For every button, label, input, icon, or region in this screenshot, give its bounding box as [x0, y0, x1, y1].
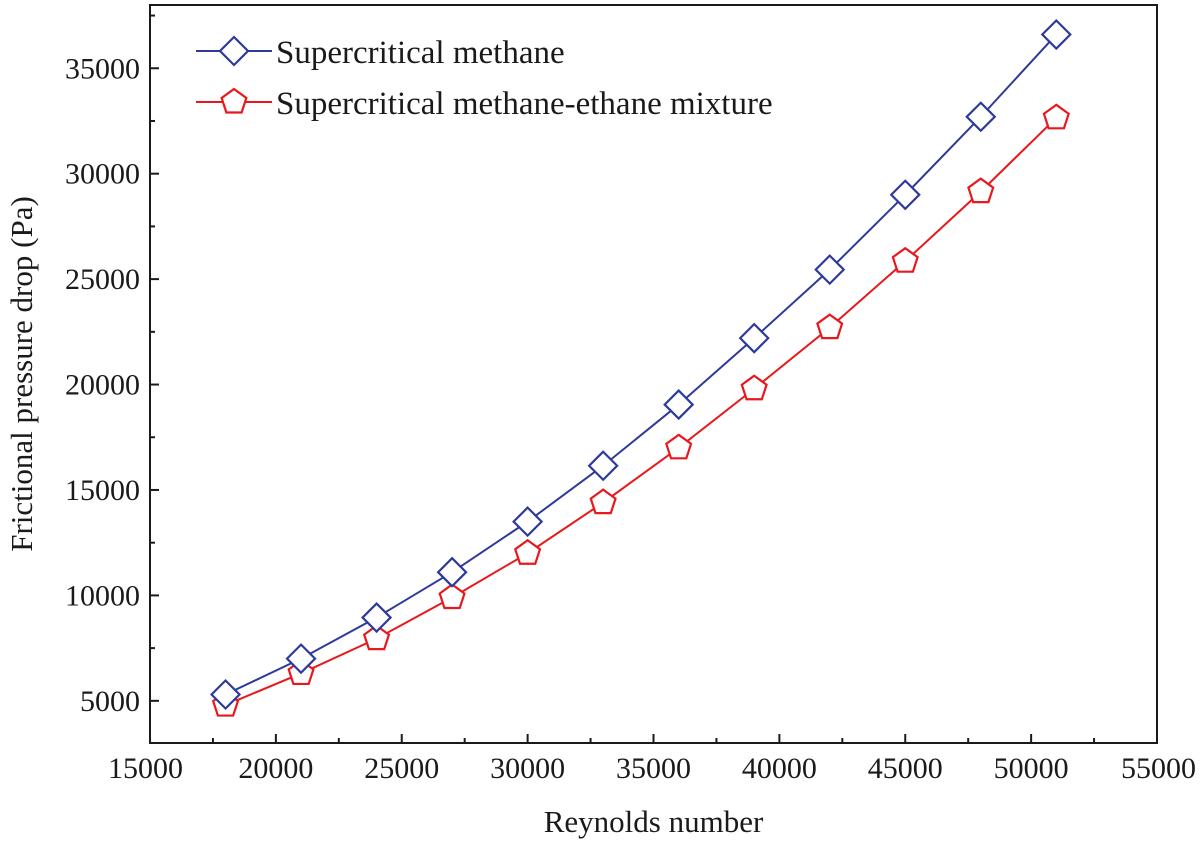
data-point [362, 624, 391, 651]
x-tick-label: 30000 [490, 752, 565, 785]
y-tick-label: 30000 [65, 158, 140, 191]
data-point [891, 246, 919, 273]
data-point [738, 322, 770, 354]
y-tick-label: 25000 [65, 263, 140, 296]
data-point [589, 488, 617, 515]
y-tick-label: 10000 [65, 579, 140, 612]
x-tick-label: 25000 [364, 752, 439, 785]
x-axis-ticks: 15000 20000 25000 30000 35000 40000 45000 50000… [108, 734, 1196, 785]
legend-label: Supercritical methane [276, 35, 565, 71]
series-line [225, 33, 1058, 696]
x-tick-label: 15000 [108, 752, 183, 785]
data-point [889, 179, 921, 211]
x-tick-label: 35000 [616, 752, 691, 785]
data-point [665, 433, 693, 460]
data-point [814, 254, 846, 286]
legend-swatch-marker [220, 87, 248, 114]
legend: Supercritical methane Supercritical metha… [196, 35, 773, 122]
legend-item: Supercritical methane-ethane mixture [196, 86, 773, 122]
x-tick-label: 55000 [1121, 752, 1196, 785]
data-point [361, 601, 393, 634]
data-point [438, 583, 466, 610]
x-tick-label: 40000 [742, 752, 817, 785]
series-layer [209, 18, 1072, 717]
y-axis-title: Frictional pressure drop (Pa) [4, 196, 39, 552]
data-point [209, 678, 242, 711]
data-point [816, 313, 844, 340]
data-point [1042, 103, 1070, 130]
y-tick-label: 35000 [65, 52, 140, 85]
data-point [967, 177, 995, 204]
data-point [285, 643, 317, 675]
series-line [225, 117, 1057, 706]
data-point [513, 538, 542, 565]
data-point [587, 450, 619, 482]
data-point [663, 389, 695, 421]
x-tick-label: 50000 [994, 752, 1069, 785]
data-point [1040, 18, 1072, 51]
legend-label: Supercritical methane-ethane mixture [276, 86, 773, 122]
x-tick-label: 20000 [238, 752, 313, 785]
y-tick-label: 20000 [65, 369, 140, 402]
legend-item: Supercritical methane [196, 35, 565, 71]
series-mixture [211, 103, 1070, 717]
x-axis-title: Reynolds number [544, 804, 764, 839]
data-point [512, 506, 544, 538]
legend-swatch-marker [218, 35, 250, 67]
y-axis-ticks: 5000 10000 15000 20000 25000 30000 35000 [65, 14, 159, 718]
series-methane [209, 18, 1072, 711]
data-point [965, 101, 997, 133]
data-point [436, 556, 468, 588]
y-tick-label: 15000 [65, 474, 140, 507]
y-tick-label: 5000 [80, 685, 140, 718]
x-tick-label: 45000 [868, 752, 943, 785]
data-point [740, 374, 768, 401]
